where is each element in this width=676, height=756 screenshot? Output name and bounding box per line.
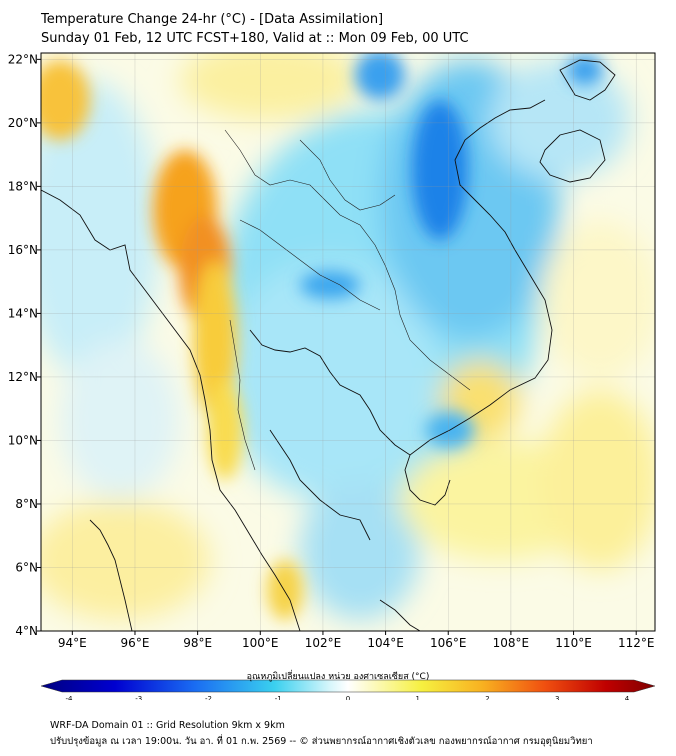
lon-label: 112°E: [618, 636, 655, 650]
map-frame: [40, 52, 656, 632]
lon-label: 108°E: [493, 636, 530, 650]
colorbar-tick-label: 2: [485, 695, 489, 700]
colorbar-ticks: -4 -3 -2 -1 0 1 2 3 4: [66, 695, 630, 700]
temperature-field: [41, 53, 655, 631]
temperature-change-map: 22°N 20°N 18°N 16°N 14°N 12°N 10°N 8°N 6°N 4°N 94…: [8, 52, 656, 700]
colorbar-tick-label: -4: [66, 695, 74, 700]
lon-label: 104°E: [367, 636, 404, 650]
colorbar-tick-label: 3: [555, 695, 559, 700]
colorbar-tick-label: 1: [416, 695, 420, 700]
lon-label: 96°E: [121, 636, 150, 650]
chart-subtitle: Sunday 01 Feb, 12 UTC FCST+180, Valid at…: [41, 31, 469, 46]
lat-label: 18°N: [8, 179, 38, 193]
lat-label: 10°N: [8, 433, 38, 447]
lat-label: 20°N: [8, 116, 38, 130]
colorbar-tick-label: -1: [275, 695, 282, 700]
longitude-labels: 94°E 96°E 98°E 100°E 102°E 104°E 106°E 108°E 110…: [58, 631, 655, 650]
lat-label: 12°N: [8, 370, 38, 384]
lon-label: 106°E: [430, 636, 467, 650]
footer-credit: ปรับปรุงข้อมูล ณ เวลา 19:00น. วัน อา. ที…: [50, 736, 593, 747]
lon-label: 94°E: [58, 636, 87, 650]
colorbar-tick-label: -3: [135, 695, 142, 700]
colorbar-tick-label: 4: [625, 695, 630, 700]
chart-title: Temperature Change 24-hr (°C) - [Data As…: [41, 12, 384, 27]
lat-label: 16°N: [8, 243, 38, 257]
footer-model-info: WRF-DA Domain 01 :: Grid Resolution 9km …: [50, 720, 285, 731]
colorbar-label: อุณหภูมิเปลี่ยนแปลง หน่วย องศาเซลเซียส (…: [246, 672, 430, 682]
colorbar-tick-label: 0: [346, 695, 350, 700]
colorbar: -4 -3 -2 -1 0 1 2 3 4: [40, 679, 656, 700]
lon-label: 98°E: [183, 636, 212, 650]
lat-label: 14°N: [8, 306, 38, 320]
colorbar-tick-label: -2: [205, 695, 212, 700]
lat-label: 22°N: [8, 52, 38, 66]
lon-label: 102°E: [305, 636, 342, 650]
lat-label: 8°N: [15, 497, 38, 511]
lat-label: 6°N: [15, 560, 38, 574]
lon-label: 100°E: [242, 636, 279, 650]
lat-label: 4°N: [15, 624, 38, 638]
coastlines: [41, 59, 616, 631]
lon-label: 110°E: [555, 636, 592, 650]
latitude-labels: 22°N 20°N 18°N 16°N 14°N 12°N 10°N 8°N 6°N 4°N: [8, 52, 41, 638]
colorbar-bar: [40, 679, 656, 693]
borders: [224, 129, 471, 471]
